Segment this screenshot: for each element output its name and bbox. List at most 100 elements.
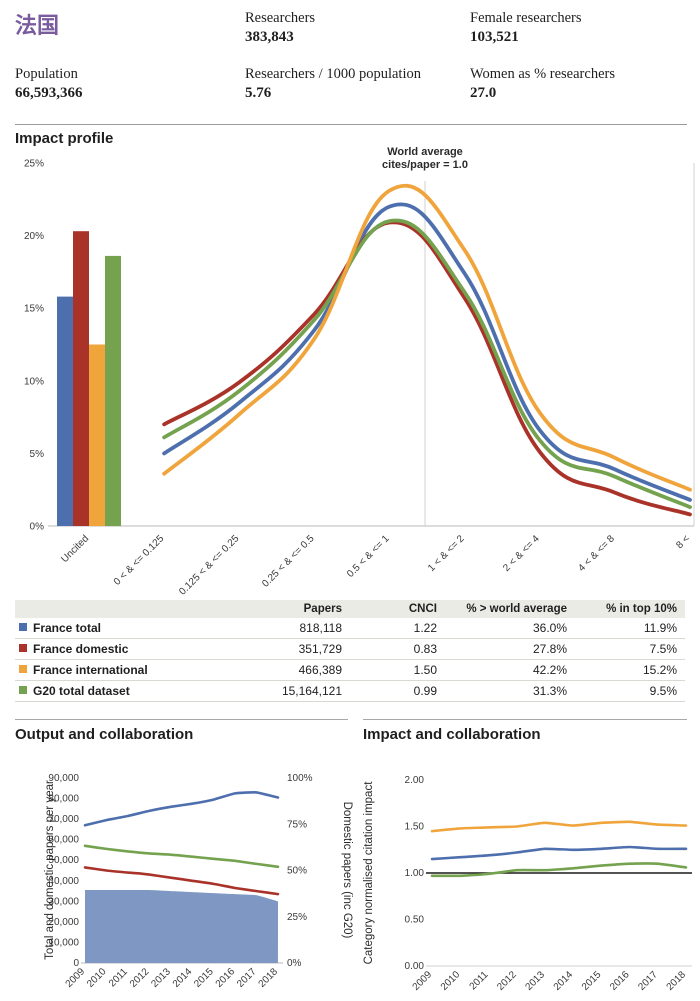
svg-text:30,000: 30,000 [48, 896, 79, 907]
stat-value: 66,593,366 [15, 85, 83, 101]
svg-text:cites/paper = 1.0: cites/paper = 1.0 [382, 159, 468, 171]
table-row: G20 total dataset 15,164,121 0.99 31.3% … [15, 680, 685, 702]
stat-value: 383,843 [245, 29, 294, 45]
line-series [83, 844, 280, 869]
svg-text:2018: 2018 [665, 969, 689, 993]
svg-text:50%: 50% [287, 866, 307, 877]
table-row: France international 466,389 1.50 42.2% … [15, 659, 685, 681]
svg-text:0%: 0% [30, 522, 45, 533]
cell-cnci: 1.22 [350, 618, 445, 639]
stat-value: 103,521 [470, 29, 519, 45]
svg-text:0%: 0% [287, 958, 302, 969]
row-label: France international [15, 659, 245, 681]
uncited-bar [89, 344, 105, 526]
svg-text:2014: 2014 [552, 969, 576, 993]
column-header [15, 600, 245, 618]
svg-text:0: 0 [73, 958, 79, 969]
row-label-text: France total [33, 621, 102, 635]
svg-text:10%: 10% [24, 376, 44, 387]
line-series [430, 862, 688, 878]
svg-text:Uncited: Uncited [59, 533, 91, 565]
row-label-text: G20 total dataset [33, 684, 130, 698]
svg-text:8 <: 8 < [674, 533, 692, 551]
svg-text:2009: 2009 [411, 969, 435, 993]
cell-world-average: 36.0% [445, 618, 575, 639]
svg-text:80,000: 80,000 [48, 794, 79, 805]
table-row: France total 818,118 1.22 36.0% 11.9% [15, 618, 685, 639]
country-title: 法国 [15, 13, 60, 38]
svg-text:10,000: 10,000 [48, 937, 79, 948]
svg-text:0.50: 0.50 [405, 915, 425, 926]
cell-papers: 351,729 [245, 638, 350, 660]
cell-top10: 9.5% [575, 680, 685, 702]
svg-text:Total and domestic papers per: Total and domestic papers per year [44, 780, 56, 960]
stat-value: 5.76 [245, 85, 272, 101]
summary-table: Papers CNCI % > world average % in top 1… [15, 600, 685, 702]
svg-text:0.5 < & <= 1: 0.5 < & <= 1 [345, 533, 392, 580]
svg-text:0.125 < & <= 0.25: 0.125 < & <= 0.25 [177, 533, 242, 598]
stat-label: Female researchers [470, 10, 582, 26]
svg-text:2013: 2013 [149, 966, 173, 990]
row-label: G20 total dataset [15, 680, 245, 702]
uncited-bar [57, 296, 73, 526]
output-collaboration-title: Output and collaboration [15, 726, 194, 743]
row-label-text: France domestic [33, 642, 129, 656]
uncited-bar [73, 231, 89, 526]
svg-text:2017: 2017 [235, 966, 259, 990]
svg-text:2010: 2010 [439, 969, 463, 993]
svg-text:1 < & <= 2: 1 < & <= 2 [426, 533, 467, 574]
legend-swatch [19, 686, 27, 694]
cell-world-average: 42.2% [445, 659, 575, 681]
svg-text:2018: 2018 [257, 966, 281, 990]
svg-text:Category normalised citation i: Category normalised citation impact [363, 781, 375, 965]
output-collaboration-chart: 0 10,000 20,000 30,000 40,000 50,000 60,000 70,… [44, 773, 353, 990]
cell-top10: 15.2% [575, 659, 685, 681]
cell-papers: 818,118 [245, 618, 350, 639]
svg-text:0 < & <= 0.125: 0 < & <= 0.125 [112, 533, 167, 588]
cell-world-average: 31.3% [445, 680, 575, 702]
svg-text:4 < & <= 8: 4 < & <= 8 [576, 533, 617, 574]
cell-top10: 7.5% [575, 638, 685, 660]
svg-text:25%: 25% [24, 159, 44, 170]
row-label: France total [15, 618, 245, 639]
line-series [430, 845, 688, 861]
stat-label: Women as % researchers [470, 66, 615, 82]
impact-curve [162, 183, 692, 492]
impact-profile-title: Impact profile [15, 130, 114, 147]
area-series [85, 890, 278, 963]
stat-label: Researchers [245, 10, 316, 26]
cell-papers: 15,164,121 [245, 680, 350, 702]
svg-text:70,000: 70,000 [48, 814, 79, 825]
stat-researchers-per-1000: Researchers / 1000 population 5.76 [245, 66, 421, 102]
svg-text:2010: 2010 [85, 966, 109, 990]
svg-text:100%: 100% [287, 773, 313, 784]
column-header: Papers [245, 600, 350, 618]
divider [363, 719, 687, 720]
line-series [83, 791, 280, 827]
cell-cnci: 0.83 [350, 638, 445, 660]
svg-text:2013: 2013 [523, 969, 547, 993]
svg-text:15%: 15% [24, 304, 44, 315]
uncited-bar [105, 255, 121, 526]
row-label: France domestic [15, 638, 245, 660]
svg-text:2015: 2015 [192, 966, 216, 990]
svg-text:2017: 2017 [636, 969, 660, 993]
svg-text:2 < & <= 4: 2 < & <= 4 [501, 533, 542, 574]
svg-text:75%: 75% [287, 819, 307, 830]
table-row: France domestic 351,729 0.83 27.8% 7.5% [15, 638, 685, 660]
cell-world-average: 27.8% [445, 638, 575, 660]
svg-text:25%: 25% [287, 912, 307, 923]
cell-cnci: 1.50 [350, 659, 445, 681]
stat-population: Population 66,593,366 [15, 66, 83, 102]
stat-female-researchers: Female researchers 103,521 [470, 10, 582, 46]
table-header-row: Papers CNCI % > world average % in top 1… [15, 600, 685, 618]
svg-text:2.00: 2.00 [405, 775, 425, 786]
cell-top10: 11.9% [575, 618, 685, 639]
svg-text:40,000: 40,000 [48, 876, 79, 887]
divider [15, 719, 348, 720]
impact-curve [162, 218, 692, 509]
impact-curve [162, 220, 692, 517]
svg-text:2009: 2009 [64, 966, 88, 990]
legend-swatch [19, 623, 27, 631]
